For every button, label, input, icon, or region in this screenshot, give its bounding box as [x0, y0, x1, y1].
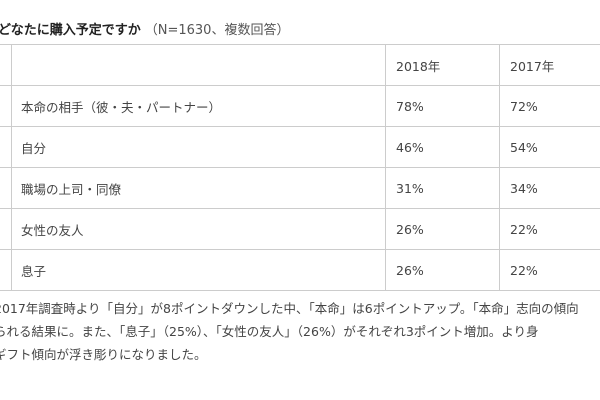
row-value-2017: 54% [499, 126, 600, 168]
question-text: どなたに購入予定ですか [0, 23, 141, 38]
row-value-2018: 26% [385, 249, 500, 291]
row-value-2017: 34% [499, 167, 600, 209]
header-cell-2018: 2018年 [385, 44, 500, 86]
row-value-2018: 26% [385, 208, 500, 250]
row-label: 本命の相手（彼・夫・パートナー） [11, 85, 386, 127]
table-header-row: 2018年 2017年 [0, 44, 600, 86]
row-label: 息子 [11, 249, 386, 291]
row-blank-cell [0, 85, 12, 127]
header-cell-item [11, 44, 386, 86]
table-row: 職場の上司・同僚 31% 34% [0, 167, 600, 209]
row-value-2017: 72% [499, 85, 600, 127]
row-value-2018: 46% [385, 126, 500, 168]
question-note: （N=1630、複数回答） [144, 23, 290, 38]
row-label: 職場の上司・同僚 [11, 167, 386, 209]
header-cell-2017: 2017年 [499, 44, 600, 86]
survey-table: 2018年 2017年 本命の相手（彼・夫・パートナー） 78% 72% 自分 … [0, 44, 600, 291]
table-row: 女性の友人 26% 22% [0, 208, 600, 250]
table-row: 自分 46% 54% [0, 126, 600, 168]
row-blank-cell [0, 126, 12, 168]
row-value-2018: 78% [385, 85, 500, 127]
table-row: 息子 26% 22% [0, 249, 600, 291]
row-blank-cell [0, 208, 12, 250]
row-blank-cell [0, 167, 12, 209]
summary-line-2: られる結果に。また、「息子」（25%）、「女性の友人」（26%）がそれぞれ3ポイ… [0, 324, 539, 339]
summary-line-1: 2017年調査時より「自分」が8ポイントダウンした中、「本命」は6ポイントアップ… [0, 301, 579, 316]
summary-paragraph: 2017年調査時より「自分」が8ポイントダウンした中、「本命」は6ポイントアップ… [0, 297, 600, 366]
row-value-2017: 22% [499, 249, 600, 291]
table-row: 本命の相手（彼・夫・パートナー） 78% 72% [0, 85, 600, 127]
header-cell-blank-left [0, 44, 12, 86]
row-value-2018: 31% [385, 167, 500, 209]
row-value-2017: 22% [499, 208, 600, 250]
row-label: 女性の友人 [11, 208, 386, 250]
summary-line-3: ギフト傾向が浮き彫りになりました。 [0, 347, 207, 362]
question-heading: どなたに購入予定ですか （N=1630、複数回答） [0, 21, 289, 41]
row-blank-cell [0, 249, 12, 291]
row-label: 自分 [11, 126, 386, 168]
